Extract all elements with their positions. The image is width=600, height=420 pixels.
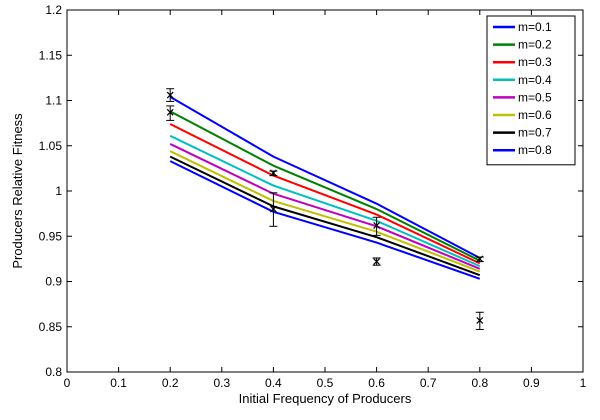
x-tick-label: 0.2: [162, 376, 179, 390]
observed-point: [372, 216, 381, 236]
x-axis-title: Initial Frequency of Producers: [239, 391, 412, 406]
legend-label: m=0.4: [518, 73, 552, 87]
legend: m=0.1 m=0.2 m=0.3 m=0.4 m=0.5 m=0.6 m=0.7 m=0.8: [486, 15, 576, 166]
x-tick-label: 1: [580, 376, 587, 390]
y-tick-label: 0.85: [39, 320, 63, 334]
observed-point: [166, 88, 175, 102]
legend-item: m=0.6: [493, 108, 552, 122]
legend-label: m=0.1: [518, 20, 552, 34]
point-marker: [166, 91, 174, 99]
series-line-m-0-7: [169, 155, 481, 277]
y-tick-label: 1.2: [45, 3, 62, 17]
y-tick-label: 0.9: [45, 275, 62, 289]
y-tick-label: 1.1: [45, 94, 62, 108]
x-tick-label: 0.9: [523, 376, 540, 390]
legend-label: m=0.2: [518, 38, 552, 52]
point-marker: [476, 316, 484, 324]
series-line-m-0-4: [169, 134, 481, 268]
point-marker: [166, 108, 174, 116]
observed-point: [372, 257, 381, 266]
point-marker: [373, 258, 381, 266]
observed-point: [269, 192, 278, 227]
x-tick-label: 0.6: [368, 376, 385, 390]
legend-label: m=0.8: [518, 143, 552, 157]
observed-point: [475, 311, 484, 330]
observed-point: [269, 169, 278, 177]
observed-point: [166, 105, 175, 121]
legend-label: m=0.7: [518, 126, 552, 140]
legend-label: m=0.3: [518, 55, 552, 69]
x-tick-label: 0.8: [471, 376, 488, 390]
y-tick-label: 1.05: [39, 139, 63, 153]
legend-item: m=0.7: [493, 126, 552, 140]
y-tick-label: 1: [55, 184, 62, 198]
point-marker: [373, 221, 381, 229]
legend-item: m=0.8: [493, 143, 552, 157]
series-line-m-0-8: [169, 160, 481, 280]
y-tick-label: 0.95: [39, 229, 63, 243]
legend-item: m=0.3: [493, 55, 552, 69]
legend-label: m=0.5: [518, 90, 552, 104]
y-tick-label: 0.8: [45, 365, 62, 379]
series-lines: [169, 96, 481, 280]
x-tick-label: 0.5: [317, 376, 334, 390]
x-tick-label: 0.7: [420, 376, 437, 390]
x-axis-ticks: 0 0.1 0.2 0.3 0.4 0.5 0.6 0.7 0.8 0.9 1: [64, 10, 587, 390]
observed-points: [166, 88, 484, 330]
series-line-m-0-6: [169, 150, 481, 273]
x-tick-label: 0: [64, 376, 71, 390]
y-tick-label: 1.15: [39, 48, 63, 62]
legend-label: m=0.6: [518, 108, 552, 122]
legend-item: m=0.5: [493, 90, 552, 104]
point-marker: [269, 205, 277, 213]
series-line-m-0-2: [169, 110, 481, 262]
legend-box: [486, 15, 576, 166]
point-marker: [476, 255, 484, 263]
y-axis-title: Producers Relative Fitness: [10, 113, 25, 269]
observed-point: [475, 255, 484, 263]
series-line-m-0-5: [169, 143, 481, 270]
x-tick-label: 0.4: [265, 376, 282, 390]
point-marker: [269, 169, 277, 177]
legend-item: m=0.1: [493, 20, 552, 34]
x-tick-label: 0.1: [110, 376, 127, 390]
legend-item: m=0.4: [493, 73, 552, 87]
series-line-m-0-3: [169, 123, 481, 265]
series-line-m-0-1: [169, 96, 481, 259]
legend-item: m=0.2: [493, 38, 552, 52]
x-tick-label: 0.3: [213, 376, 230, 390]
y-axis-ticks: 0.8 0.85 0.9 0.95 1 1.05 1.1 1.15 1.2: [39, 3, 583, 379]
